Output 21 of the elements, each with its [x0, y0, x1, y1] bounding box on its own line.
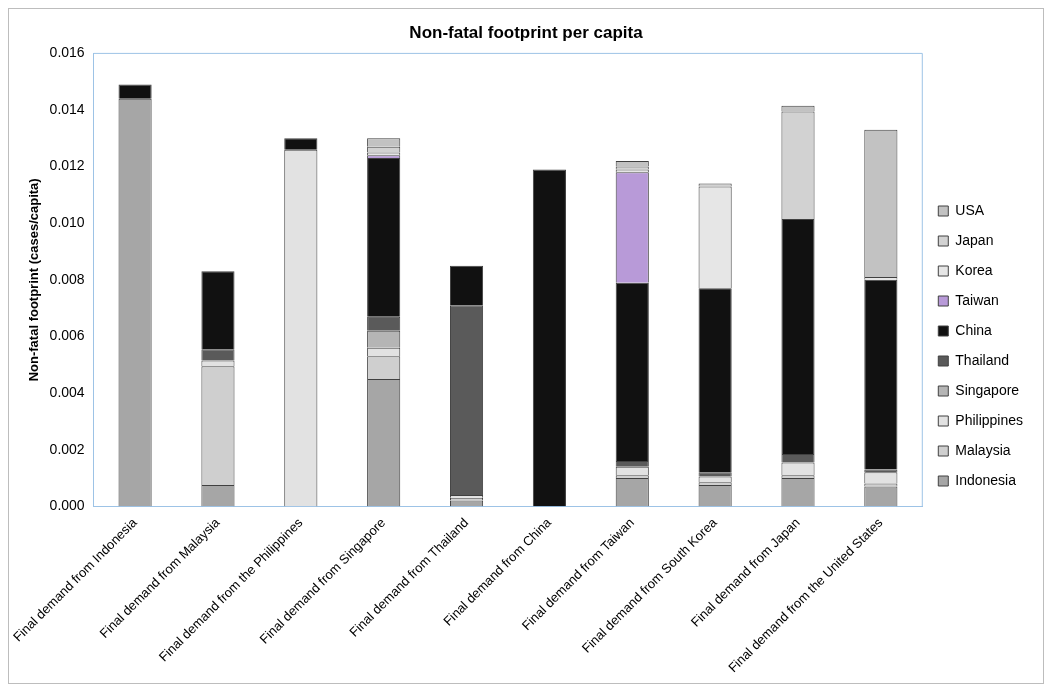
y-tick-label: 0.008: [49, 270, 85, 287]
y-tick-label: 0.002: [49, 440, 85, 457]
legend-label: Singapore: [955, 381, 1020, 398]
legend-label: USA: [955, 201, 985, 218]
legend-label: Indonesia: [955, 471, 1017, 488]
y-tick-label: 0.014: [49, 100, 85, 117]
y-axis-title: Non-fatal footprint (cases/capita): [26, 178, 42, 382]
legend-label: Philippines: [955, 411, 1024, 428]
y-tick-label: 0.010: [49, 214, 85, 231]
legend-label: Korea: [955, 261, 993, 278]
chart-title: Non-fatal footprint per capita: [409, 22, 644, 42]
legend-label: Malaysia: [955, 441, 1011, 458]
y-tick-label: 0.000: [49, 497, 85, 514]
y-tick-label: 0.004: [49, 383, 85, 400]
legend-label: Thailand: [955, 351, 1009, 368]
y-tick-label: 0.006: [49, 327, 85, 344]
y-tick-label: 0.016: [49, 44, 85, 61]
y-tick-label: 0.012: [49, 157, 85, 174]
legend-label: China: [955, 321, 993, 338]
legend-label: Japan: [955, 231, 994, 248]
legend-label: Taiwan: [955, 291, 999, 308]
